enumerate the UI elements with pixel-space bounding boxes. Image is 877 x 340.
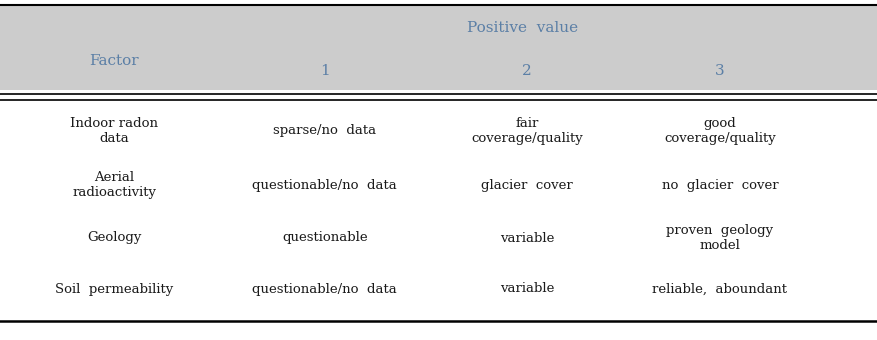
- Text: Aerial
radioactivity: Aerial radioactivity: [72, 171, 156, 199]
- Text: questionable/no  data: questionable/no data: [253, 179, 396, 192]
- Text: proven  geology
model: proven geology model: [666, 224, 773, 252]
- Text: variable: variable: [499, 283, 553, 295]
- Text: good
coverage/quality: good coverage/quality: [663, 117, 775, 145]
- Text: 1: 1: [319, 64, 330, 79]
- Text: reliable,  aboundant: reliable, aboundant: [652, 283, 787, 295]
- Text: questionable: questionable: [282, 232, 367, 244]
- Text: Positive  value: Positive value: [467, 21, 577, 35]
- Text: Soil  permeability: Soil permeability: [55, 283, 173, 295]
- Text: glacier  cover: glacier cover: [481, 179, 572, 192]
- Text: Factor: Factor: [89, 54, 139, 68]
- Text: 3: 3: [715, 64, 724, 79]
- Text: fair
coverage/quality: fair coverage/quality: [470, 117, 582, 145]
- Text: no  glacier  cover: no glacier cover: [661, 179, 777, 192]
- Text: Geology: Geology: [87, 232, 141, 244]
- Bar: [0, 5, 877, 90]
- Text: variable: variable: [499, 232, 553, 244]
- Text: 2: 2: [521, 64, 531, 79]
- Text: Indoor radon
data: Indoor radon data: [70, 117, 158, 145]
- Text: sparse/no  data: sparse/no data: [273, 124, 376, 137]
- Text: questionable/no  data: questionable/no data: [253, 283, 396, 295]
